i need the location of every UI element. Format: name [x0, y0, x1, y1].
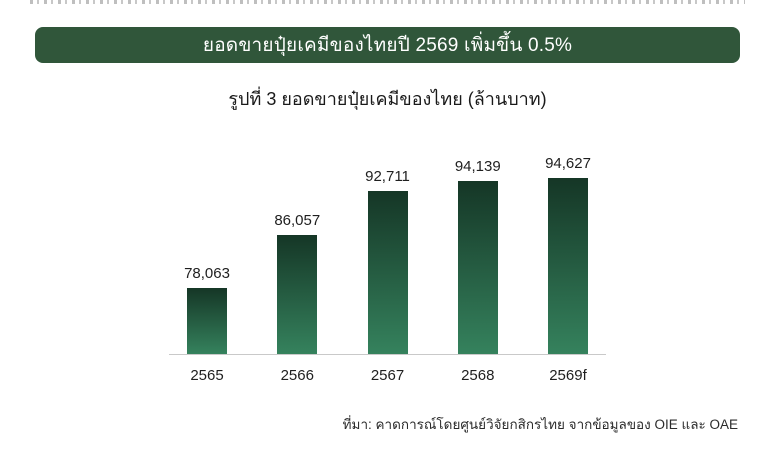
bar-column: 86,057	[274, 212, 321, 354]
bar-value-label: 86,057	[274, 212, 321, 229]
bar	[457, 181, 498, 354]
x-axis-tick-label: 2567	[370, 367, 405, 384]
x-axis-tick-label: 2565	[190, 367, 224, 384]
bar	[367, 191, 408, 354]
bars-area: 78,063 86,057 92,711 94,139 94,627	[169, 138, 606, 355]
source-note: ที่มา: คาดการณ์โดยศูนย์วิจัยกสิกรไทย จาก…	[342, 417, 738, 432]
x-axis-tick-label: 2569f	[549, 367, 587, 384]
bar-column: 94,627	[545, 155, 591, 354]
bar	[548, 178, 588, 354]
bar	[277, 235, 318, 354]
clipped-text-artifact	[30, 0, 745, 4]
bar-column: 94,139	[454, 158, 501, 354]
bar-value-label: 78,063	[184, 265, 230, 282]
x-axis-tick-label: 2568	[461, 367, 495, 384]
bar-column: 92,711	[365, 168, 410, 354]
x-axis-tick-label: 2566	[280, 367, 314, 384]
bar-column: 78,063	[184, 265, 230, 354]
x-axis-labels: 2565 2566 2567 2568 2569f	[169, 367, 606, 384]
bar-value-label: 94,139	[454, 158, 501, 175]
bar-value-label: 92,711	[365, 168, 410, 185]
bar-value-label: 94,627	[545, 155, 591, 172]
chart-banner-title: ยอดขายปุ๋ยเคมีของไทยปี 2569 เพิ่มขึ้น 0.…	[35, 27, 740, 63]
bar	[187, 288, 227, 354]
bar-chart: 78,063 86,057 92,711 94,139 94,627 2565 2566 2…	[169, 138, 606, 384]
chart-subtitle: รูปที่ 3 ยอดขายปุ๋ยเคมีของไทย (ล้านบาท)	[228, 89, 547, 109]
